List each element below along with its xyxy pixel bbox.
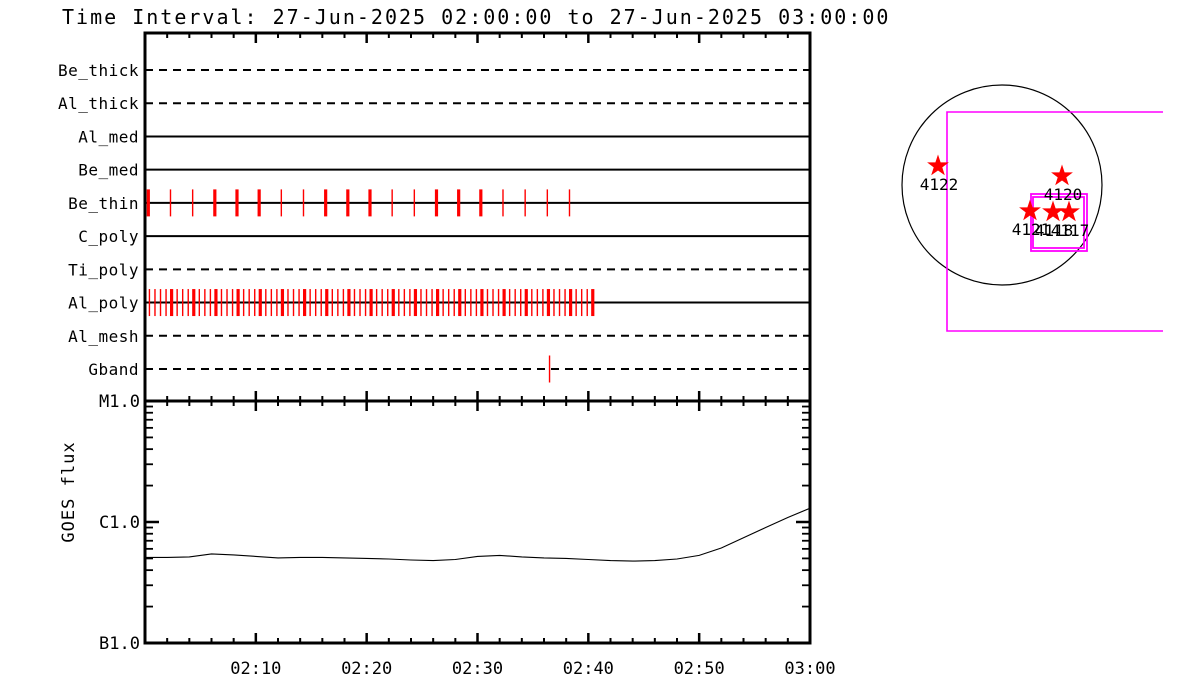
channel-label-al_mesh: Al_mesh bbox=[68, 327, 139, 346]
channel-label-be_thick: Be_thick bbox=[58, 61, 139, 80]
goes-xtick-label-0240: 02:40 bbox=[563, 659, 614, 679]
goes-xtick-label-0210: 02:10 bbox=[230, 659, 281, 679]
solar-limb-circle bbox=[901, 84, 1103, 286]
goes-xtick-label-0220: 02:20 bbox=[341, 659, 392, 679]
goes-ytick-label-c1.0: C1.0 bbox=[99, 513, 140, 533]
channel-label-al_poly: Al_poly bbox=[68, 294, 139, 313]
channel-label-al_thick: Al_thick bbox=[58, 94, 139, 113]
goes-ytick-label-m1.0: M1.0 bbox=[99, 392, 140, 412]
channel-label-be_med: Be_med bbox=[78, 161, 139, 180]
goes-xtick-label-0300: 03:00 bbox=[784, 659, 835, 679]
active-region-label-4117: 4117 bbox=[1051, 221, 1090, 240]
xrt-fov-small bbox=[1030, 193, 1088, 252]
active-region-label-4122: 4122 bbox=[920, 175, 959, 194]
active-region-star-4120 bbox=[1051, 164, 1073, 186]
goes-xtick-label-0250: 02:50 bbox=[674, 659, 725, 679]
channel-label-ti_poly: Ti_poly bbox=[68, 260, 139, 279]
plot-title: Time Interval: 27-Jun-2025 02:00:00 to 2… bbox=[62, 5, 891, 29]
active-region-star-4121 bbox=[1019, 199, 1041, 221]
xrt-fov-large bbox=[946, 111, 1163, 332]
channel-label-be_thin: Be_thin bbox=[68, 194, 139, 213]
active-region-label-4121: 4121 bbox=[1012, 220, 1051, 239]
xrt-fov-small bbox=[1032, 196, 1085, 249]
goes-flux-curve bbox=[145, 507, 811, 562]
channel-label-c_poly: C_poly bbox=[78, 227, 139, 246]
channel-label-gband: Gband bbox=[88, 360, 139, 379]
goes-ytick-label-b1.0: B1.0 bbox=[99, 634, 140, 654]
channel-label-al_med: Al_med bbox=[78, 127, 139, 146]
timeline-panel-frame bbox=[143, 31, 812, 403]
active-region-star-4122 bbox=[927, 154, 949, 176]
active-region-label-4120: 4120 bbox=[1044, 185, 1083, 204]
active-region-star-4117 bbox=[1058, 200, 1080, 222]
active-region-star-4118 bbox=[1042, 200, 1064, 222]
goes-xtick-label-0230: 02:30 bbox=[452, 659, 503, 679]
active-region-label-4118: 4118 bbox=[1035, 221, 1074, 240]
goes-panel-frame bbox=[143, 399, 812, 645]
goes-ylabel: GOES flux bbox=[59, 441, 79, 542]
